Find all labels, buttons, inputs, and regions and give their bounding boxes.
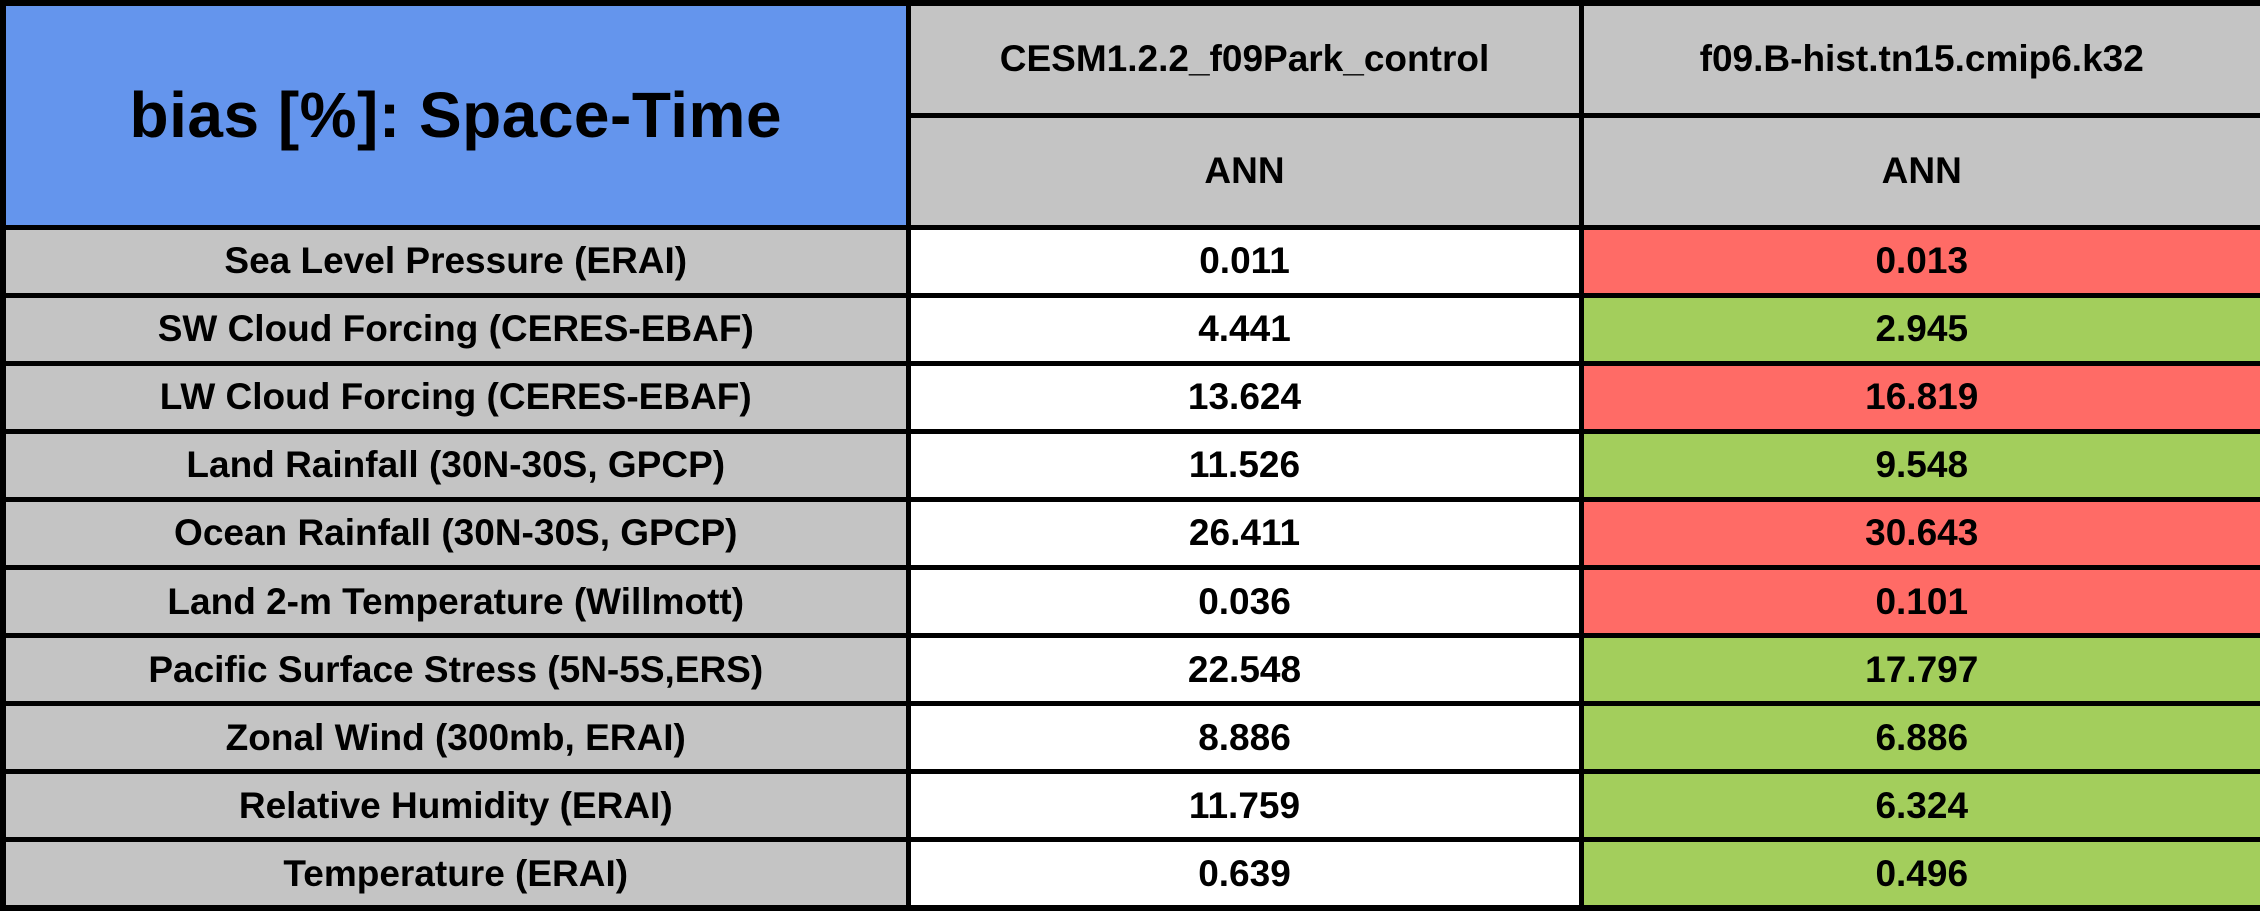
table-row: Relative Humidity (ERAI) 11.759 6.324 <box>0 769 2260 843</box>
column-header-test-model: f09.B-hist.tn15.cmip6.k32 <box>1578 0 2260 118</box>
header-row-seasons: ANN ANN <box>3 112 2260 230</box>
variable-label: Zonal Wind (300mb, ERAI) <box>0 701 911 775</box>
table-row: Land 2-m Temperature (Willmott) 0.036 0.… <box>0 564 2260 639</box>
variable-label: Land Rainfall (30N-30S, GPCP) <box>0 428 911 502</box>
table-row: Pacific Surface Stress (5N-5S,ERS) 22.54… <box>0 633 2260 707</box>
variable-label: Pacific Surface Stress (5N-5S,ERS) <box>0 633 911 707</box>
test-value: 16.819 <box>1578 360 2260 434</box>
season-header-test: ANN <box>1578 112 2260 230</box>
test-value: 6.886 <box>1578 701 2260 775</box>
table-row: Zonal Wind (300mb, ERAI) 8.886 6.886 <box>0 701 2260 775</box>
test-value: 2.945 <box>1578 292 2260 366</box>
control-value: 0.639 <box>905 837 1584 911</box>
control-value: 13.624 <box>905 360 1584 434</box>
test-value: 17.797 <box>1578 633 2260 707</box>
table-row: SW Cloud Forcing (CERES-EBAF) 4.441 2.94… <box>0 292 2260 366</box>
variable-label: Land 2-m Temperature (Willmott) <box>0 564 911 639</box>
test-value: 6.324 <box>1578 769 2260 843</box>
table-row: Sea Level Pressure (ERAI) 0.011 0.013 <box>0 224 2260 298</box>
test-value: 30.643 <box>1578 496 2260 570</box>
variable-label: Temperature (ERAI) <box>0 837 911 911</box>
season-header-control: ANN <box>905 112 1584 230</box>
variable-label: SW Cloud Forcing (CERES-EBAF) <box>0 292 911 366</box>
control-value: 0.036 <box>905 564 1584 639</box>
variable-label: Relative Humidity (ERAI) <box>0 769 911 843</box>
test-value: 0.101 <box>1578 564 2260 639</box>
test-value: 0.013 <box>1578 224 2260 298</box>
test-value: 9.548 <box>1578 428 2260 502</box>
table-row: LW Cloud Forcing (CERES-EBAF) 13.624 16.… <box>0 360 2260 434</box>
table-row: Ocean Rainfall (30N-30S, GPCP) 26.411 30… <box>0 496 2260 570</box>
table-title: bias [%]: Space-Time <box>0 0 911 230</box>
control-value: 8.886 <box>905 701 1584 775</box>
variable-label: Sea Level Pressure (ERAI) <box>0 224 911 298</box>
control-value: 4.441 <box>905 292 1584 366</box>
test-value: 0.496 <box>1578 837 2260 911</box>
variable-label: Ocean Rainfall (30N-30S, GPCP) <box>0 496 911 570</box>
column-header-control-model: CESM1.2.2_f09Park_control <box>905 0 1584 118</box>
control-value: 22.548 <box>905 633 1584 707</box>
control-value: 11.526 <box>905 428 1584 502</box>
variable-label: LW Cloud Forcing (CERES-EBAF) <box>0 360 911 434</box>
control-value: 0.011 <box>905 224 1584 298</box>
table-row: Temperature (ERAI) 0.639 0.496 <box>0 837 2260 911</box>
header-row-models: bias [%]: Space-Time CESM1.2.2_f09Park_c… <box>0 0 2260 230</box>
control-value: 26.411 <box>905 496 1584 570</box>
table-row: Land Rainfall (30N-30S, GPCP) 11.526 9.5… <box>0 428 2260 502</box>
control-value: 11.759 <box>905 769 1584 843</box>
